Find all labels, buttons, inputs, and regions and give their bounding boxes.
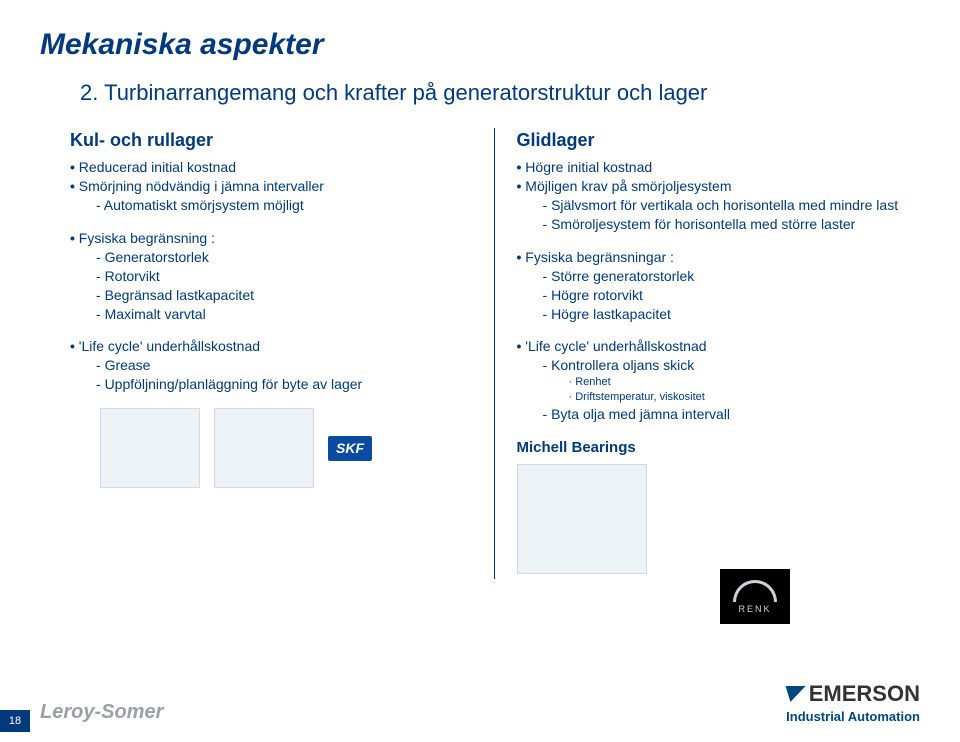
list-item: 'Life cycle' underhållskostnad Kontrolle… [517, 337, 921, 423]
list-item: Självsmort för vertikala och horisontell… [543, 196, 921, 215]
bearing-exploded-image [100, 408, 200, 488]
right-heading: Glidlager [517, 128, 921, 152]
left-heading: Kul- och rullager [70, 128, 474, 152]
renk-text: RENK [738, 604, 771, 614]
list-item: Högre rotorvikt [543, 286, 921, 305]
page-number-badge: 18 [0, 710, 30, 732]
glidlager-image [517, 464, 647, 574]
subtitle-number: 2. [80, 80, 98, 105]
left-image-row: SKF [100, 408, 474, 488]
list-item: Byta olja med jämna intervall [543, 405, 921, 424]
emerson-name: EMERSON [809, 681, 920, 707]
right-column: Glidlager Högre initial kostnad Möjligen… [494, 128, 921, 579]
list-item: Reducerad initial kostnad [70, 158, 474, 177]
list-item: Driftstemperatur, viskositet [569, 390, 921, 405]
list-item: Begränsad lastkapacitet [96, 286, 474, 305]
list-item: Högre lastkapacitet [543, 305, 921, 324]
list-item: Smöroljesystem för horisontella med stör… [543, 215, 921, 234]
emerson-subtitle: Industrial Automation [783, 709, 920, 724]
michell-logo: Michell Bearings [517, 438, 921, 458]
list-item: Fysiska begränsning : Generatorstorlek R… [70, 229, 474, 323]
skf-logo: SKF [328, 436, 372, 461]
two-column-layout: Kul- och rullager Reducerad initial kost… [70, 128, 920, 579]
section-subtitle: 2. Turbinarrangemang och krafter på gene… [80, 80, 920, 106]
subtitle-text: Turbinarrangemang och krafter på generat… [104, 80, 707, 105]
list-item: Fysiska begränsningar : Större generator… [517, 248, 921, 324]
list-item: Större generatorstorlek [543, 267, 921, 286]
list-item: Rotorvikt [96, 267, 474, 286]
list-item: Kontrollera oljans skick Renhet Driftste… [543, 356, 921, 405]
list-item: Grease [96, 356, 474, 375]
page-title: Mekaniska aspekter [40, 28, 920, 62]
list-item: Renhet [569, 375, 921, 390]
footer: Leroy-Somer EMERSON Industrial Automatio… [40, 681, 920, 724]
renk-arc-icon [733, 580, 777, 602]
left-column: Kul- och rullager Reducerad initial kost… [70, 128, 474, 579]
list-item: Maximalt varvtal [96, 305, 474, 324]
list-item: Högre initial kostnad [517, 158, 921, 177]
list-item: Uppföljning/planläggning för byte av lag… [96, 375, 474, 394]
list-item: Smörjning nödvändig i jämna intervaller … [70, 177, 474, 215]
emerson-logo: EMERSON Industrial Automation [783, 681, 920, 724]
leroy-somer-logo: Leroy-Somer [40, 701, 163, 724]
list-item: Möjligen krav på smörjoljesystem Självsm… [517, 177, 921, 234]
emerson-wedge-icon [780, 686, 805, 702]
renk-logo: RENK [720, 569, 790, 624]
bearing-image [214, 408, 314, 488]
list-item: Generatorstorlek [96, 248, 474, 267]
list-item: 'Life cycle' underhållskostnad Grease Up… [70, 337, 474, 394]
list-item: Automatiskt smörjsystem möjligt [96, 196, 474, 215]
